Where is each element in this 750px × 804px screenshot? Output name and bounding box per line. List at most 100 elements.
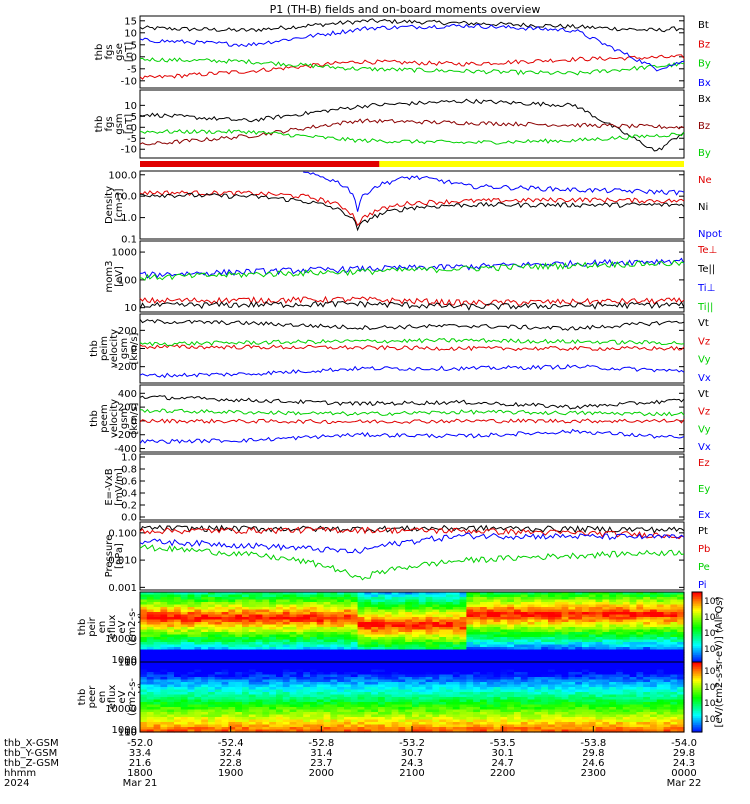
spectrogram-cell: [622, 649, 631, 653]
spectrogram-cell: [323, 619, 331, 623]
spectrogram-cell: [582, 719, 590, 723]
spectrogram-cell: [344, 624, 352, 628]
spectrogram-cell: [391, 622, 399, 626]
spectrogram-cell: [636, 664, 644, 668]
spectrogram-cell: [650, 664, 658, 668]
spectrogram-cell: [616, 704, 624, 708]
spectrogram-cell: [656, 684, 665, 688]
spectrogram-cell: [588, 659, 597, 663]
series-line-Vt: [139, 395, 685, 410]
spectrogram-cell: [643, 644, 651, 648]
spectrogram-cell: [432, 614, 440, 618]
colorbar-cell: [692, 726, 702, 730]
spectrogram-cell: [466, 662, 474, 666]
spectrogram-cell: [663, 687, 671, 691]
spectrogram-cell: [561, 632, 569, 636]
spectrogram-cell: [405, 592, 413, 596]
spectrogram-cell: [561, 592, 569, 596]
spectrogram-cell: [670, 624, 678, 628]
spectrogram-cell: [548, 657, 556, 661]
spectrogram-cell: [378, 622, 386, 626]
spectrogram-cell: [616, 654, 624, 658]
spectrogram-cell: [323, 659, 331, 663]
spectrogram-cell: [548, 652, 556, 656]
spectrogram-cell: [391, 709, 399, 713]
spectrogram-cell: [677, 677, 685, 681]
spectrogram-cell: [357, 712, 365, 716]
spectrogram-cell: [269, 662, 277, 666]
spectrogram-cell: [248, 687, 257, 691]
spectrogram-cell: [554, 609, 563, 613]
spectrogram-cell: [582, 692, 590, 696]
spectrogram-cell: [180, 602, 189, 606]
spectrogram-cell: [514, 607, 522, 611]
spectrogram-cell: [616, 622, 624, 626]
spectrogram-cell: [575, 707, 583, 711]
spectrogram-cell: [391, 642, 399, 646]
spectrogram-cell: [248, 642, 257, 646]
spectrogram-cell: [269, 687, 277, 691]
spectrogram-cell: [418, 657, 427, 661]
spectrogram-cell: [602, 709, 610, 713]
spectrogram-cell: [595, 634, 603, 638]
spectrogram-cell: [582, 594, 590, 598]
spectrogram-cell: [622, 672, 631, 676]
spectrogram-cell: [670, 632, 678, 636]
spectrogram-cell: [378, 682, 386, 686]
spectrogram-cell: [588, 719, 597, 723]
spectrogram-cell: [174, 684, 182, 688]
xaxis-value: 21.6: [129, 758, 151, 769]
spectrogram-cell: [507, 654, 515, 658]
spectrogram-cell: [609, 679, 617, 683]
spectrogram-cell: [153, 712, 161, 716]
ytick-label: 1000: [112, 725, 137, 736]
spectrogram-cell: [541, 694, 549, 698]
spectrogram-cell: [248, 632, 257, 636]
colorbar-cell: [692, 611, 702, 614]
spectrogram-cell: [371, 702, 379, 706]
spectrogram-cell: [140, 694, 148, 698]
spectrogram-cell: [432, 599, 440, 603]
spectrogram-cell: [548, 699, 556, 703]
spectrogram-cell: [303, 604, 311, 608]
spectrogram-cell: [656, 702, 665, 706]
spectrogram-cell: [255, 717, 263, 721]
spectrogram-cell: [602, 664, 610, 668]
spectrogram-cell: [384, 639, 393, 643]
spectrogram-cell: [344, 609, 352, 613]
spectrogram-cell: [201, 674, 209, 678]
spectrogram-cell: [452, 599, 461, 603]
spectrogram-cell: [242, 729, 250, 733]
spectrogram-cell: [514, 649, 522, 653]
spectrogram-cell: [663, 684, 671, 688]
spectrogram-cell: [432, 657, 440, 661]
spectrogram-cell: [500, 654, 508, 658]
spectrogram-cell: [146, 717, 155, 721]
spectrogram-cell: [425, 727, 433, 731]
spectrogram-cell: [418, 697, 427, 701]
spectrogram-cell: [582, 659, 590, 663]
spectrogram-cell: [357, 594, 365, 598]
spectrogram-cell: [187, 624, 195, 628]
spectrogram-cell: [534, 714, 542, 718]
spectrogram-cell: [378, 599, 386, 603]
spectrogram-cell: [480, 702, 488, 706]
xaxis-value: 1800: [127, 768, 152, 779]
spectrogram-cell: [548, 617, 556, 621]
spectrogram-cell: [371, 617, 379, 621]
spectrogram-cell: [575, 654, 583, 658]
spectrogram-cell: [180, 614, 189, 618]
spectrogram-cell: [412, 702, 420, 706]
spectrogram-cell: [486, 729, 495, 733]
spectrogram-cell: [323, 699, 331, 703]
spectrogram-cell: [174, 599, 182, 603]
spectrogram-cell: [398, 719, 406, 723]
spectrogram-cell: [609, 709, 617, 713]
spectrogram-cell: [561, 597, 569, 601]
spectrogram-cell: [310, 602, 318, 606]
colorbar-cell: [692, 635, 702, 639]
spectrogram-cell: [650, 729, 658, 733]
spectrogram-cell: [310, 664, 318, 668]
spectrogram-cell: [554, 689, 563, 693]
spectrogram-cell: [160, 619, 168, 623]
